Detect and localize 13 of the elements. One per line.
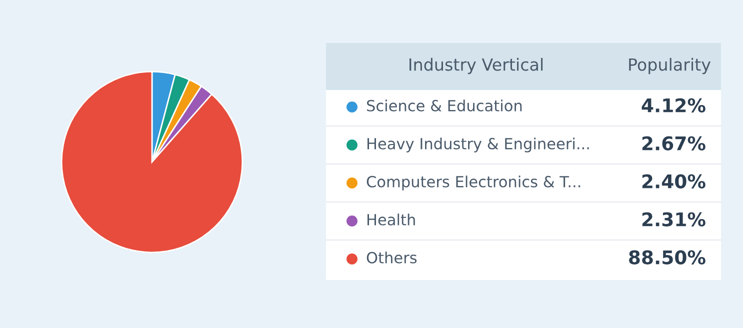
- text: Popularity: [629, 58, 711, 74]
- data-label: 4.12%: [642, 98, 706, 112]
- pie-slice: [60, 70, 244, 254]
- legend-title: Industry Vertical: [410, 58, 543, 74]
- legend-label: Health: [368, 214, 415, 226]
- data-label: 88.50%: [629, 250, 706, 264]
- legend-label: Heavy Industry & Engineeri...: [368, 138, 589, 152]
- legend-label: Computers Electronics & T...: [366, 176, 580, 190]
- legend-label: Science & Education: [367, 100, 522, 112]
- data-label: 2.40%: [642, 174, 706, 188]
- data-label: 2.67%: [642, 136, 706, 150]
- data-label: 2.31%: [642, 212, 706, 226]
- legend-label: Others: [366, 252, 417, 264]
